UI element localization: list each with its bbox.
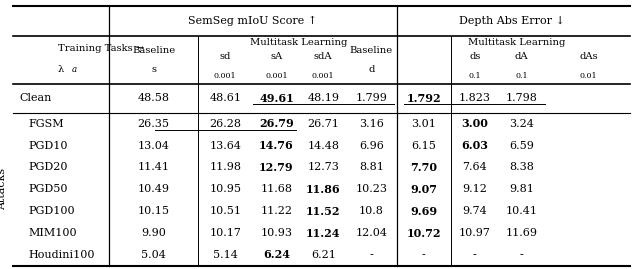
Text: 11.52: 11.52 xyxy=(306,206,340,217)
Text: 11.41: 11.41 xyxy=(138,162,170,172)
Text: 0.1: 0.1 xyxy=(468,72,481,80)
Text: 6.15: 6.15 xyxy=(412,141,436,151)
Text: Multitask Learning: Multitask Learning xyxy=(468,38,566,47)
Text: dAs: dAs xyxy=(579,52,598,61)
Text: PGD10: PGD10 xyxy=(29,141,68,151)
Text: 0.001: 0.001 xyxy=(214,72,237,80)
Text: 48.61: 48.61 xyxy=(209,93,241,103)
Text: Baseline: Baseline xyxy=(132,46,175,55)
Text: sd: sd xyxy=(220,52,231,61)
Text: 0.001: 0.001 xyxy=(312,72,335,80)
Text: 1.792: 1.792 xyxy=(406,93,441,104)
Text: ds: ds xyxy=(469,52,481,61)
Text: 10.17: 10.17 xyxy=(209,228,241,238)
Text: Houdini100: Houdini100 xyxy=(29,250,95,260)
Text: 9.74: 9.74 xyxy=(463,206,487,216)
Text: Attacks: Attacks xyxy=(0,168,7,210)
Text: 3.16: 3.16 xyxy=(359,119,383,129)
Text: 8.38: 8.38 xyxy=(509,162,534,172)
Text: 10.23: 10.23 xyxy=(355,184,387,194)
Text: 0.01: 0.01 xyxy=(580,72,598,80)
Text: 12.79: 12.79 xyxy=(259,162,294,173)
Text: PGD100: PGD100 xyxy=(29,206,76,216)
Text: 9.07: 9.07 xyxy=(410,184,437,195)
Text: Multitask Learning: Multitask Learning xyxy=(250,38,348,47)
Text: 3.00: 3.00 xyxy=(461,118,488,129)
Text: 11.86: 11.86 xyxy=(306,184,340,195)
Text: a: a xyxy=(72,65,77,75)
Text: 11.24: 11.24 xyxy=(306,228,340,239)
Text: 26.79: 26.79 xyxy=(259,118,294,129)
Text: 3.01: 3.01 xyxy=(412,119,436,129)
Text: 1.798: 1.798 xyxy=(506,93,538,103)
Text: -: - xyxy=(422,250,426,260)
Text: Baseline: Baseline xyxy=(349,46,393,55)
Text: sA: sA xyxy=(270,52,283,61)
Text: 11.69: 11.69 xyxy=(506,228,538,238)
Text: 6.21: 6.21 xyxy=(311,250,335,260)
Text: 10.15: 10.15 xyxy=(138,206,170,216)
Text: 10.49: 10.49 xyxy=(138,184,170,194)
Text: FGSM: FGSM xyxy=(29,119,65,129)
Text: 5.14: 5.14 xyxy=(213,250,237,260)
Text: 12.04: 12.04 xyxy=(355,228,387,238)
Text: 14.76: 14.76 xyxy=(259,140,294,151)
Text: s: s xyxy=(151,65,156,74)
Text: 1.799: 1.799 xyxy=(355,93,387,103)
Text: Training Tasks →: Training Tasks → xyxy=(58,44,144,53)
Text: 10.95: 10.95 xyxy=(209,184,241,194)
Text: 6.59: 6.59 xyxy=(509,141,534,151)
Text: 10.51: 10.51 xyxy=(209,206,241,216)
Text: 6.24: 6.24 xyxy=(263,249,290,260)
Text: 26.28: 26.28 xyxy=(209,119,241,129)
Text: 11.98: 11.98 xyxy=(209,162,241,172)
Text: MIM100: MIM100 xyxy=(29,228,77,238)
Text: 6.96: 6.96 xyxy=(359,141,383,151)
Text: 49.61: 49.61 xyxy=(259,93,294,104)
Text: 14.48: 14.48 xyxy=(307,141,339,151)
Text: PGD20: PGD20 xyxy=(29,162,68,172)
Text: λ: λ xyxy=(58,65,64,74)
Text: 7.70: 7.70 xyxy=(410,162,437,173)
Text: 10.72: 10.72 xyxy=(406,228,441,239)
Text: PGD50: PGD50 xyxy=(29,184,68,194)
Text: 3.24: 3.24 xyxy=(509,119,534,129)
Text: 9.81: 9.81 xyxy=(509,184,534,194)
Text: Depth Abs Error ↓: Depth Abs Error ↓ xyxy=(459,16,565,26)
Text: d: d xyxy=(368,65,374,74)
Text: 13.64: 13.64 xyxy=(209,141,241,151)
Text: -: - xyxy=(473,250,477,260)
Text: sdA: sdA xyxy=(314,52,333,61)
Text: 9.12: 9.12 xyxy=(463,184,487,194)
Text: 48.19: 48.19 xyxy=(307,93,339,103)
Text: 11.22: 11.22 xyxy=(260,206,292,216)
Text: 10.93: 10.93 xyxy=(260,228,292,238)
Text: -: - xyxy=(520,250,524,260)
Text: dA: dA xyxy=(515,52,529,61)
Text: SemSeg mIoU Score ↑: SemSeg mIoU Score ↑ xyxy=(188,16,317,26)
Text: 5.04: 5.04 xyxy=(141,250,166,260)
Text: Clean: Clean xyxy=(19,93,52,103)
Text: 1.823: 1.823 xyxy=(459,93,491,103)
Text: 11.68: 11.68 xyxy=(260,184,292,194)
Text: 0.001: 0.001 xyxy=(265,72,288,80)
Text: 12.73: 12.73 xyxy=(307,162,339,172)
Text: 10.41: 10.41 xyxy=(506,206,538,216)
Text: 6.03: 6.03 xyxy=(461,140,488,151)
Text: -: - xyxy=(369,250,373,260)
Text: 7.64: 7.64 xyxy=(463,162,487,172)
Text: 9.90: 9.90 xyxy=(141,228,166,238)
Text: 26.35: 26.35 xyxy=(138,119,170,129)
Text: 26.71: 26.71 xyxy=(307,119,339,129)
Text: 0.1: 0.1 xyxy=(515,72,528,80)
Text: 48.58: 48.58 xyxy=(138,93,170,103)
Text: 13.04: 13.04 xyxy=(138,141,170,151)
Text: 8.81: 8.81 xyxy=(359,162,383,172)
Text: 9.69: 9.69 xyxy=(410,206,437,217)
Text: 10.8: 10.8 xyxy=(359,206,383,216)
Text: 10.97: 10.97 xyxy=(459,228,491,238)
